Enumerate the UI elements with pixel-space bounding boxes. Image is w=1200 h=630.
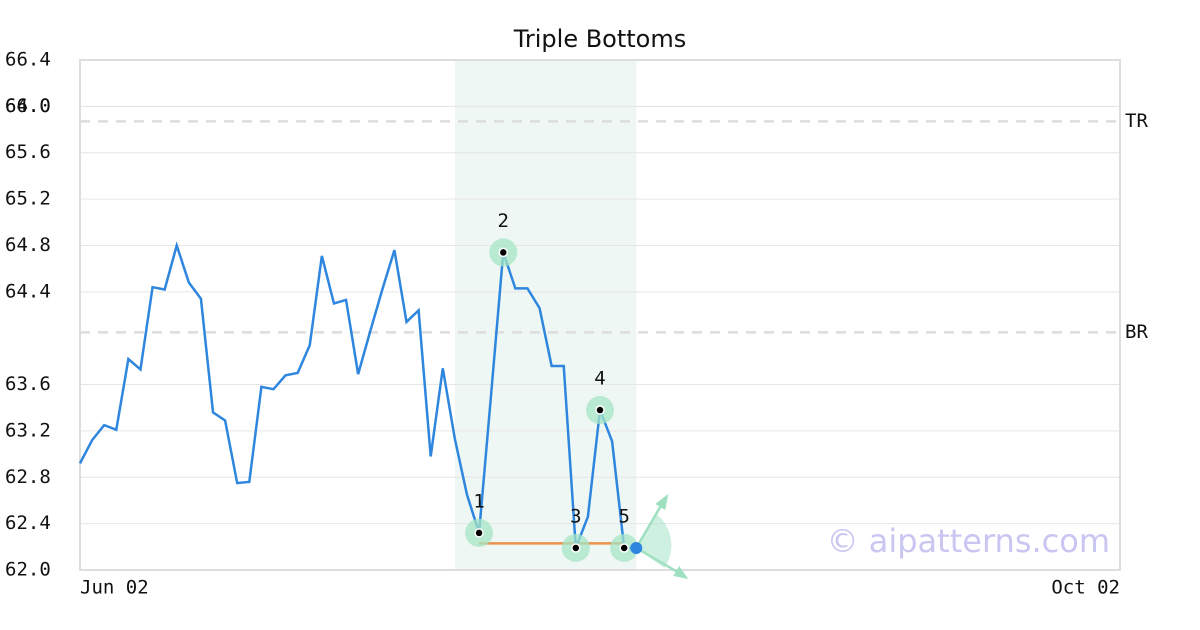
pattern-label: 2 [498, 210, 509, 232]
y-tick-label: 64.8 [5, 234, 51, 256]
pattern-point [498, 247, 509, 258]
y-tick-label: 64.0 [5, 95, 51, 117]
pattern-label: 1 [473, 490, 484, 512]
y-tick-label: 62.4 [5, 512, 51, 534]
arrow-up [635, 499, 666, 549]
y-tick-label: 63.2 [5, 419, 51, 441]
pattern-label: 5 [618, 505, 629, 527]
arrow-up-head [655, 493, 669, 510]
y-tick-label: 62.8 [5, 466, 51, 488]
plot-frame [79, 59, 1121, 571]
y-tick-label: 63.6 [5, 373, 51, 395]
projection-fan [636, 513, 672, 568]
pattern-point [595, 405, 605, 415]
pattern-label: 3 [570, 505, 581, 527]
y-tick-label: 65.6 [5, 141, 51, 163]
highlight-band [454, 60, 637, 570]
y-tick-label: 66.4 [5, 49, 51, 71]
y-tick-label: 62.0 [5, 559, 51, 581]
y-tick-label: 64.4 [5, 280, 51, 302]
pattern-label: 4 [594, 368, 605, 390]
last-point [630, 541, 643, 554]
arrow-down-head [673, 565, 689, 579]
level-label: TR [1125, 110, 1148, 132]
price-line [78, 241, 637, 550]
y-tick-label: 65.2 [5, 188, 51, 210]
pattern-point [474, 528, 484, 538]
chart-title: Triple Bottoms [513, 25, 687, 53]
pattern-point [571, 543, 581, 553]
x-tick-label: Jun 02 [80, 577, 149, 599]
watermark: © aipatterns.com [827, 522, 1110, 560]
x-tick-label: Oct 02 [1051, 577, 1120, 599]
pattern-point [619, 543, 629, 553]
y-tick-label: 66.0 [5, 95, 51, 117]
level-label: BR [1125, 321, 1148, 343]
